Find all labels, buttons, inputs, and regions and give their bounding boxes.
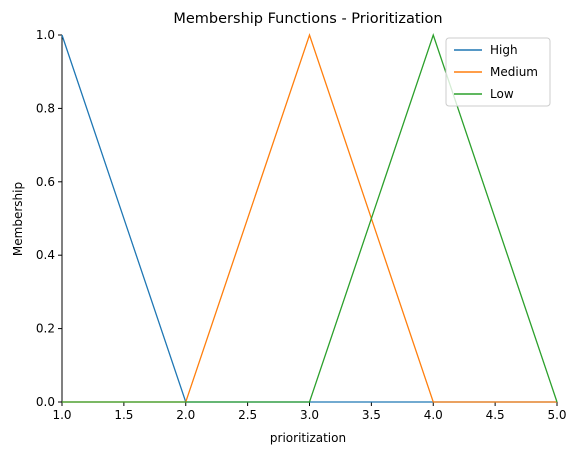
legend-label-high: High [490, 43, 518, 57]
x-tick-label: 3.0 [300, 408, 319, 422]
x-tick-label: 5.0 [547, 408, 566, 422]
y-tick-label: 1.0 [36, 28, 55, 42]
y-tick-label: 0.2 [36, 322, 55, 336]
y-axis-label: Membership [11, 182, 25, 256]
x-tick-label: 4.5 [486, 408, 505, 422]
x-tick-label: 1.5 [114, 408, 133, 422]
x-axis-label: prioritization [270, 431, 346, 445]
x-axis-ticks: 1.0 1.5 2.0 2.5 3.0 3.5 4.0 4.5 5.0 [52, 402, 567, 422]
y-tick-label: 0.6 [36, 175, 55, 189]
y-axis-ticks: 0.0 0.2 0.4 0.6 0.8 1.0 [36, 28, 62, 409]
legend-box [445, 37, 551, 107]
chart-title: Membership Functions - Prioritization [173, 11, 442, 27]
x-tick-label: 3.5 [362, 408, 381, 422]
legend-label-medium: Medium [490, 65, 538, 79]
legend-label-low: Low [490, 87, 514, 101]
legend: High Medium Low [445, 37, 551, 107]
series-lines [61, 32, 558, 403]
series-line-low [62, 32, 558, 403]
y-tick-label: 0.8 [36, 101, 55, 115]
x-tick-label: 4.0 [424, 408, 443, 422]
x-tick-label: 1.0 [52, 408, 71, 422]
x-tick-label: 2.5 [238, 408, 257, 422]
x-tick-label: 2.0 [176, 408, 195, 422]
y-tick-label: 0.4 [36, 248, 55, 262]
y-tick-label: 0.0 [36, 395, 55, 409]
